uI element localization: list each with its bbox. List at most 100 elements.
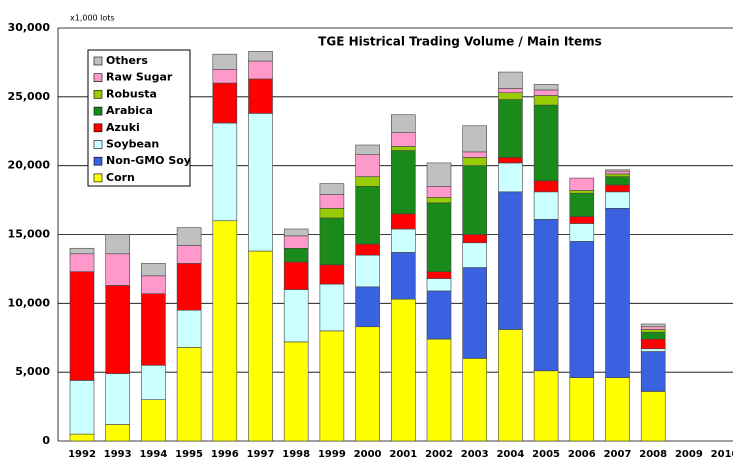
x-tick-label: 1993 bbox=[104, 449, 132, 460]
x-tick-label: 2009 bbox=[675, 449, 703, 460]
legend-label: Soybean bbox=[106, 138, 159, 151]
bar-segment bbox=[283, 289, 309, 343]
bar-segment bbox=[569, 192, 595, 217]
legend-swatch bbox=[93, 156, 103, 166]
legend-swatch bbox=[93, 173, 103, 183]
bar-segment bbox=[176, 245, 202, 264]
legend-label: Arabica bbox=[106, 104, 153, 117]
legend-swatch bbox=[93, 90, 103, 99]
bar-segment bbox=[105, 373, 130, 425]
bar-segment bbox=[533, 219, 559, 372]
legend-box bbox=[87, 49, 191, 187]
bar-segment bbox=[248, 113, 273, 252]
x-tick-label: 2010 bbox=[711, 449, 733, 460]
bar-segment bbox=[426, 290, 452, 340]
x-tick-label: 1997 bbox=[247, 449, 275, 460]
bar-segment bbox=[533, 95, 559, 106]
y-tick-label: 0 bbox=[42, 434, 50, 447]
bar-segment bbox=[390, 298, 416, 442]
legend-label: Non-GMO Soy bbox=[106, 154, 191, 167]
y-tick-label: 30,000 bbox=[8, 21, 51, 34]
bar-segment bbox=[426, 197, 452, 204]
bar-segment bbox=[462, 151, 488, 158]
bar-segment bbox=[212, 53, 238, 70]
bar-segment bbox=[605, 170, 630, 175]
bar-segment bbox=[462, 242, 488, 268]
bar-segment bbox=[319, 208, 345, 219]
bar-segment bbox=[426, 186, 452, 198]
bar-segment bbox=[533, 370, 559, 442]
bar-segment bbox=[105, 234, 130, 255]
chart-title: TGE Histrical Trading Volume / Main Item… bbox=[318, 35, 602, 49]
bar-segment bbox=[426, 338, 452, 442]
x-tick-label: 1998 bbox=[282, 449, 310, 460]
legend-label: Robusta bbox=[106, 87, 157, 100]
bar-segment bbox=[426, 202, 452, 272]
bar-segment bbox=[319, 183, 345, 195]
bar-segment bbox=[569, 223, 595, 242]
bar-segment bbox=[69, 380, 95, 435]
bar-segment bbox=[569, 216, 595, 224]
bar-segment bbox=[248, 250, 273, 442]
y-tick-label: 5,000 bbox=[15, 365, 50, 378]
bar-segment bbox=[533, 89, 559, 96]
legend-label: Azuki bbox=[106, 121, 140, 134]
bar-segment bbox=[105, 285, 130, 374]
bar-segment bbox=[176, 347, 202, 442]
bar-segment bbox=[319, 264, 345, 285]
bar-segment bbox=[462, 165, 488, 235]
bar-segment bbox=[426, 162, 452, 187]
bar-segment bbox=[605, 377, 630, 442]
bar-segment bbox=[498, 191, 523, 330]
x-tick-label: 2002 bbox=[425, 449, 453, 460]
bar-segment bbox=[212, 122, 238, 222]
bar-segment bbox=[426, 278, 452, 292]
bar-segment bbox=[390, 213, 416, 230]
x-tick-label: 2001 bbox=[389, 449, 417, 460]
legend-swatch bbox=[93, 140, 103, 149]
bar-segment bbox=[355, 154, 380, 177]
bar-segment bbox=[569, 241, 595, 378]
bar-segment bbox=[69, 433, 95, 442]
bar-segment bbox=[355, 186, 380, 245]
bar-segment bbox=[319, 330, 345, 442]
bar-segment bbox=[605, 173, 630, 177]
bar-segment bbox=[640, 338, 666, 350]
x-tick-label: 1995 bbox=[175, 449, 203, 460]
bar-segment bbox=[498, 157, 523, 164]
bar-segment bbox=[498, 329, 523, 442]
y-tick-label: 15,000 bbox=[8, 228, 51, 241]
bar-segment bbox=[69, 271, 95, 381]
bar-segment bbox=[212, 220, 238, 442]
bar-segment bbox=[605, 208, 630, 378]
bar-segment bbox=[605, 169, 630, 172]
bar-segment bbox=[390, 114, 416, 133]
bar-segment bbox=[498, 92, 523, 100]
legend-swatch bbox=[93, 73, 103, 82]
bar-segment bbox=[569, 177, 595, 191]
x-tick-label: 2007 bbox=[604, 449, 632, 460]
bar-segment bbox=[248, 60, 273, 80]
x-tick-label: 2000 bbox=[354, 449, 382, 460]
x-tick-label: 1996 bbox=[211, 449, 239, 460]
bar-segment bbox=[640, 323, 666, 328]
bar-segment bbox=[283, 247, 309, 263]
bar-segment bbox=[355, 144, 380, 155]
legend-swatch bbox=[93, 106, 103, 116]
bar-segment bbox=[640, 329, 666, 333]
bar-segment bbox=[498, 71, 523, 89]
bar-segment bbox=[462, 234, 488, 244]
bar-segment bbox=[640, 331, 666, 340]
bar-segment bbox=[141, 364, 166, 400]
bar-segment bbox=[605, 191, 630, 209]
bar-segment bbox=[640, 391, 666, 442]
x-tick-label: 2003 bbox=[461, 449, 489, 460]
bar-segment bbox=[105, 424, 130, 442]
legend-swatch bbox=[93, 56, 103, 66]
bar-segment bbox=[355, 243, 380, 256]
bar-segment bbox=[462, 157, 488, 166]
y-unit: x1,000 lots bbox=[70, 14, 115, 23]
bar-segment bbox=[176, 309, 202, 348]
bar-segment bbox=[498, 88, 523, 94]
